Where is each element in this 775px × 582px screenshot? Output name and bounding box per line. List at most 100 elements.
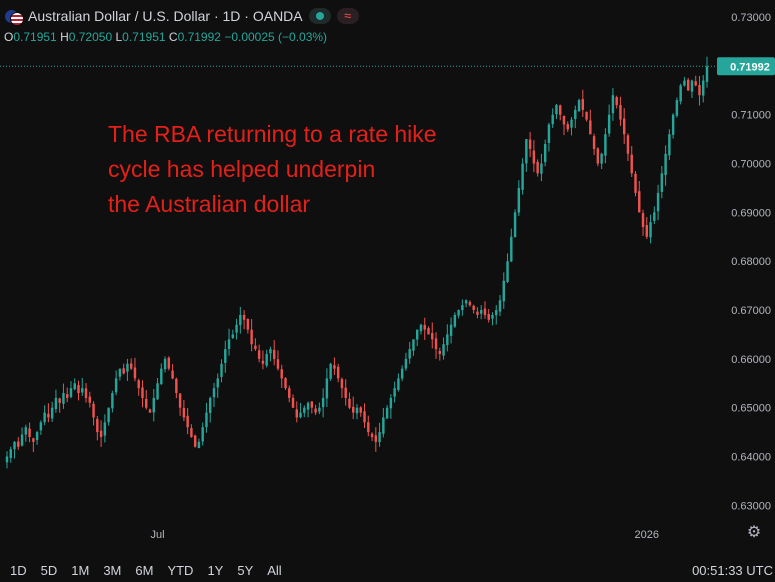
chart-annotation[interactable]: The RBA returning to a rate hike cycle h…	[108, 121, 437, 217]
x-tick-label: Jul	[151, 529, 165, 541]
x-tick-label: 2026	[635, 529, 659, 541]
candle-body	[344, 387, 347, 398]
candle-body	[359, 407, 362, 413]
candle-body	[242, 314, 246, 320]
candle-body	[427, 328, 430, 335]
candle-body	[464, 300, 468, 304]
last-price-label: 0.71992	[730, 61, 770, 73]
candle-body	[65, 394, 69, 398]
aud-usd-flag-icon	[4, 7, 24, 26]
symbol-title[interactable]: Australian Dollar / U.S. Dollar · 1D · O…	[28, 8, 303, 24]
open-value: 0.71951	[13, 30, 57, 44]
range-button-3m[interactable]: 3M	[103, 563, 122, 578]
candle-body	[163, 358, 167, 370]
candle-body	[201, 427, 204, 442]
candle-body	[698, 85, 701, 96]
candle-body	[653, 212, 656, 221]
y-tick-label: 0.66000	[731, 354, 771, 366]
wave-icon[interactable]: ≈	[336, 8, 359, 24]
range-button-5d[interactable]: 5D	[40, 563, 58, 578]
candle-body	[446, 334, 449, 346]
candle-body	[58, 398, 61, 403]
range-button-ytd[interactable]: YTD	[167, 563, 194, 578]
candle-body	[329, 363, 332, 379]
candle-body	[487, 313, 490, 320]
last-price-badge	[717, 57, 775, 76]
range-button-all[interactable]: All	[267, 563, 282, 578]
candle-body	[216, 378, 219, 388]
candle-body	[114, 378, 118, 393]
candle-body	[269, 349, 272, 354]
candle-body	[250, 329, 253, 345]
candle-body	[483, 308, 487, 315]
candle-body	[491, 314, 494, 319]
candle-body	[525, 139, 528, 164]
candle-body	[536, 161, 539, 174]
candle-body	[423, 324, 426, 330]
candle-body	[513, 212, 517, 238]
candle-body	[235, 324, 238, 333]
y-tick-label: 0.65000	[731, 403, 771, 415]
candle-body	[171, 370, 174, 379]
candle-body	[434, 338, 438, 350]
candle-body	[9, 449, 12, 459]
candle-body	[141, 387, 144, 398]
candle-body	[96, 418, 99, 433]
range-button-1m[interactable]: 1M	[71, 563, 90, 578]
candle-body	[412, 339, 415, 351]
candle-body	[683, 80, 686, 86]
candle-body	[510, 236, 513, 262]
candle-body	[453, 314, 457, 327]
candle-body	[190, 428, 193, 437]
utc-clock[interactable]: 00:51:33 UTC	[692, 563, 773, 578]
candle-body	[543, 144, 547, 163]
candle-body	[378, 432, 381, 443]
candle-body	[340, 379, 344, 389]
candle-body	[641, 213, 645, 228]
candle-body	[498, 300, 502, 312]
market-status-icon[interactable]	[308, 8, 331, 24]
candle-body	[607, 114, 611, 134]
candle-body	[382, 417, 385, 434]
candle-body	[231, 334, 235, 339]
candle-body	[224, 349, 227, 363]
symbol-header[interactable]: Australian Dollar / U.S. Dollar · 1D · O…	[4, 6, 359, 26]
close-value: 0.71992	[177, 30, 221, 44]
candle-body	[634, 173, 637, 193]
candle-body	[261, 360, 265, 364]
candle-body	[254, 345, 257, 350]
candle-body	[111, 393, 114, 409]
candle-body	[257, 350, 261, 359]
candle-body	[585, 111, 588, 120]
candle-body	[592, 136, 596, 149]
candle-body	[17, 441, 20, 447]
candle-body	[577, 100, 581, 112]
range-button-1d[interactable]: 1D	[10, 563, 27, 578]
range-button-5y[interactable]: 5Y	[237, 563, 254, 578]
candle-body	[306, 402, 310, 410]
candle-body	[581, 99, 585, 110]
candle-body	[35, 432, 39, 441]
candle-body	[145, 398, 148, 408]
candle-body	[622, 118, 626, 135]
candle-body	[570, 119, 573, 128]
candle-body	[314, 408, 317, 413]
candle-body	[528, 139, 532, 149]
candle-body	[99, 430, 103, 437]
settings-gear-icon[interactable]: ⚙	[746, 524, 762, 541]
candle-body	[562, 115, 566, 125]
range-button-1y[interactable]: 1Y	[207, 563, 224, 578]
candle-body	[611, 95, 615, 114]
candle-body	[239, 314, 242, 326]
candle-body	[352, 406, 355, 413]
candle-body	[288, 388, 291, 398]
candle-body	[118, 368, 122, 377]
candle-body	[88, 396, 92, 403]
candle-body	[660, 173, 664, 192]
candle-body	[645, 225, 649, 237]
range-button-6m[interactable]: 6M	[135, 563, 154, 578]
candle-body	[193, 435, 197, 447]
candle-body	[69, 388, 73, 397]
candle-body	[468, 301, 472, 306]
